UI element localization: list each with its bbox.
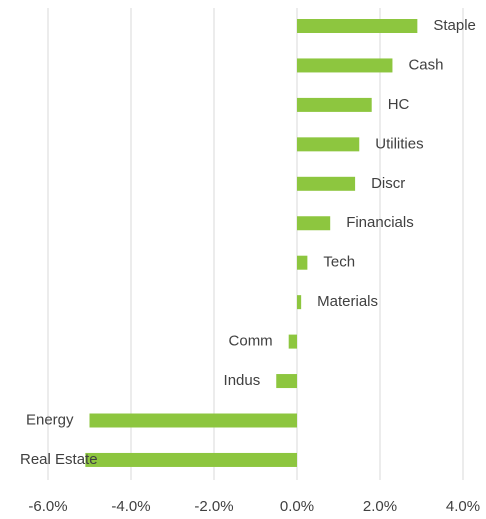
bar — [288, 334, 297, 349]
bar — [297, 58, 393, 73]
category-label: Indus — [224, 372, 261, 389]
bar — [297, 19, 418, 33]
bar — [297, 295, 302, 310]
bar — [89, 413, 297, 428]
category-label: Utilities — [375, 135, 423, 152]
category-label: Energy — [26, 411, 74, 428]
bar — [276, 374, 297, 389]
category-label: Materials — [317, 293, 378, 310]
bar — [85, 452, 297, 467]
x-tick-label: -6.0% — [28, 498, 67, 515]
x-tick-label: 0.0% — [280, 498, 314, 515]
category-label: Comm — [229, 333, 273, 350]
bar — [297, 255, 308, 270]
category-label: Cash — [408, 56, 443, 73]
category-label: Financials — [346, 214, 414, 231]
bar — [297, 97, 372, 112]
category-label: Tech — [323, 254, 355, 271]
bar — [297, 176, 356, 191]
bar — [297, 216, 331, 231]
x-tick-label: 4.0% — [446, 498, 480, 515]
x-tick-label: -2.0% — [194, 498, 233, 515]
bar — [297, 137, 360, 152]
x-tick-label: 2.0% — [363, 498, 397, 515]
category-label: Staple — [433, 17, 476, 34]
x-tick-label: -4.0% — [111, 498, 150, 515]
category-label: Discr — [371, 175, 405, 192]
category-label: Real Estate — [20, 451, 98, 468]
category-label: HC — [388, 96, 410, 113]
